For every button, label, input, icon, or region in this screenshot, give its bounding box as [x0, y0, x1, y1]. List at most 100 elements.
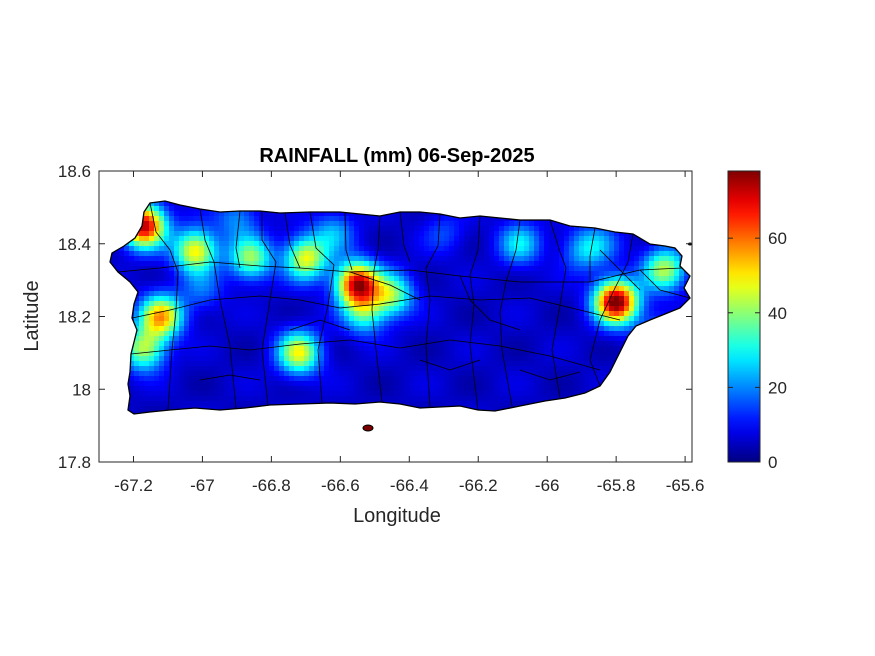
- rainfall-cell: [159, 321, 165, 327]
- rainfall-cell: [529, 276, 535, 282]
- rainfall-cell: [569, 341, 575, 347]
- rainfall-cell: [194, 391, 200, 397]
- rainfall-cell: [584, 351, 590, 357]
- rainfall-cell: [439, 336, 445, 342]
- rainfall-cell: [394, 211, 400, 217]
- rainfall-cell: [519, 251, 525, 257]
- rainfall-cell: [194, 371, 200, 377]
- rainfall-cell: [509, 266, 515, 272]
- rainfall-cell: [504, 236, 510, 242]
- rainfall-cell: [484, 261, 490, 267]
- rainfall-cell: [344, 241, 350, 247]
- rainfall-cell: [549, 326, 555, 332]
- rainfall-cell: [294, 336, 300, 342]
- rainfall-cell: [519, 271, 525, 277]
- rainfall-cell: [544, 326, 550, 332]
- rainfall-cell: [579, 261, 585, 267]
- rainfall-cell: [239, 311, 245, 317]
- rainfall-cell: [649, 251, 655, 257]
- rainfall-cell: [499, 241, 505, 247]
- rainfall-cell: [324, 391, 330, 397]
- rainfall-cell: [619, 266, 625, 272]
- rainfall-cell: [299, 276, 305, 282]
- rainfall-cell: [149, 221, 155, 227]
- rainfall-cell: [429, 396, 435, 402]
- rainfall-cell: [249, 291, 255, 297]
- rainfall-cell: [214, 401, 220, 407]
- rainfall-cell: [514, 271, 520, 277]
- rainfall-cell: [159, 356, 165, 362]
- rainfall-cell: [149, 361, 155, 367]
- rainfall-cell: [609, 246, 615, 252]
- rainfall-cell: [154, 236, 160, 242]
- rainfall-cell: [429, 316, 435, 322]
- rainfall-cell: [529, 396, 535, 402]
- rainfall-cell: [214, 341, 220, 347]
- rainfall-cell: [509, 231, 515, 237]
- rainfall-cell: [654, 296, 660, 302]
- rainfall-cell: [219, 391, 225, 397]
- rainfall-cell: [449, 256, 455, 262]
- rainfall-cell: [454, 261, 460, 267]
- rainfall-cell: [129, 386, 135, 392]
- rainfall-cell: [554, 331, 560, 337]
- rainfall-cell: [504, 311, 510, 317]
- rainfall-cell: [154, 366, 160, 372]
- rainfall-cell: [139, 321, 145, 327]
- rainfall-cell: [229, 331, 235, 337]
- rainfall-cell: [644, 306, 650, 312]
- rainfall-cell: [264, 246, 270, 252]
- rainfall-cell: [159, 261, 165, 267]
- rainfall-cell: [579, 301, 585, 307]
- rainfall-cell: [304, 276, 310, 282]
- rainfall-cell: [454, 346, 460, 352]
- rainfall-cell: [534, 256, 540, 262]
- rainfall-cell: [454, 231, 460, 237]
- rainfall-cell: [389, 271, 395, 277]
- rainfall-cell: [379, 366, 385, 372]
- rainfall-cell: [274, 266, 280, 272]
- rainfall-cell: [339, 241, 345, 247]
- rainfall-cell: [634, 281, 640, 287]
- rainfall-cell: [614, 296, 620, 302]
- rainfall-cell: [654, 311, 660, 317]
- rainfall-cell: [159, 266, 165, 272]
- rainfall-cell: [474, 291, 480, 297]
- rainfall-cell: [309, 346, 315, 352]
- rainfall-cell: [164, 221, 170, 227]
- rainfall-cell: [169, 311, 175, 317]
- rainfall-cell: [189, 271, 195, 277]
- rainfall-cell: [469, 316, 475, 322]
- rainfall-cell: [429, 341, 435, 347]
- rainfall-cell: [484, 246, 490, 252]
- rainfall-cell: [229, 366, 235, 372]
- rainfall-cell: [279, 331, 285, 337]
- rainfall-cell: [659, 261, 665, 267]
- rainfall-cell: [159, 286, 165, 292]
- rainfall-cell: [594, 351, 600, 357]
- rainfall-cell: [359, 226, 365, 232]
- rainfall-cell: [489, 256, 495, 262]
- rainfall-cell: [599, 296, 605, 302]
- rainfall-cell: [259, 256, 265, 262]
- rainfall-cell: [694, 276, 700, 282]
- rainfall-cell: [304, 256, 310, 262]
- rainfall-cell: [144, 221, 150, 227]
- rainfall-cell: [199, 366, 205, 372]
- rainfall-cell: [424, 391, 430, 397]
- rainfall-cell: [149, 301, 155, 307]
- rainfall-cell: [544, 246, 550, 252]
- rainfall-cell: [474, 246, 480, 252]
- rainfall-cell: [569, 291, 575, 297]
- rainfall-cell: [589, 356, 595, 362]
- rainfall-cell: [159, 371, 165, 377]
- rainfall-cell: [509, 281, 515, 287]
- rainfall-cell: [324, 236, 330, 242]
- rainfall-cell: [674, 256, 680, 262]
- rainfall-cell: [399, 211, 405, 217]
- rainfall-cell: [609, 346, 615, 352]
- rainfall-cell: [209, 246, 215, 252]
- rainfall-cell: [519, 281, 525, 287]
- rainfall-cell: [199, 391, 205, 397]
- rainfall-cell: [184, 346, 190, 352]
